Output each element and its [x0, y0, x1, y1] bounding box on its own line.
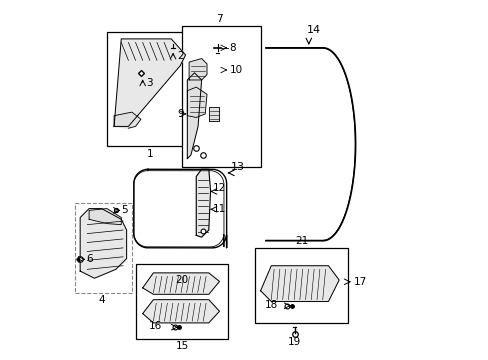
Polygon shape [187, 87, 206, 117]
Polygon shape [89, 208, 121, 225]
Text: 6: 6 [86, 254, 93, 264]
Text: 10: 10 [229, 65, 242, 75]
Text: 17: 17 [353, 277, 366, 287]
Text: 5: 5 [121, 205, 128, 215]
Text: 11: 11 [212, 204, 225, 214]
Bar [255, 248, 347, 323]
Text: 20: 20 [175, 275, 188, 285]
Polygon shape [196, 169, 210, 237]
Polygon shape [142, 300, 219, 323]
Text: 12: 12 [212, 183, 225, 193]
Text: 19: 19 [287, 337, 301, 347]
Polygon shape [80, 208, 126, 278]
Text: 4: 4 [98, 295, 105, 305]
Text: 3: 3 [146, 78, 153, 88]
Text: 21: 21 [294, 236, 307, 246]
Polygon shape [114, 39, 185, 126]
Bar [107, 32, 192, 146]
Bar [75, 203, 132, 293]
Polygon shape [187, 73, 201, 158]
Polygon shape [114, 112, 141, 128]
Text: 15: 15 [175, 342, 188, 351]
Text: 18: 18 [264, 300, 278, 310]
Text: 7: 7 [216, 14, 223, 24]
Polygon shape [260, 266, 339, 301]
Text: 14: 14 [306, 25, 321, 35]
Text: 13: 13 [230, 162, 244, 172]
Text: 9: 9 [177, 109, 183, 119]
Polygon shape [189, 59, 206, 80]
Bar [135, 264, 228, 339]
Polygon shape [142, 273, 219, 294]
Text: 1: 1 [146, 149, 153, 158]
Text: 16: 16 [149, 321, 162, 331]
Text: 2: 2 [177, 51, 183, 61]
Text: 8: 8 [229, 43, 236, 53]
Bar [182, 26, 260, 167]
Polygon shape [208, 107, 219, 121]
